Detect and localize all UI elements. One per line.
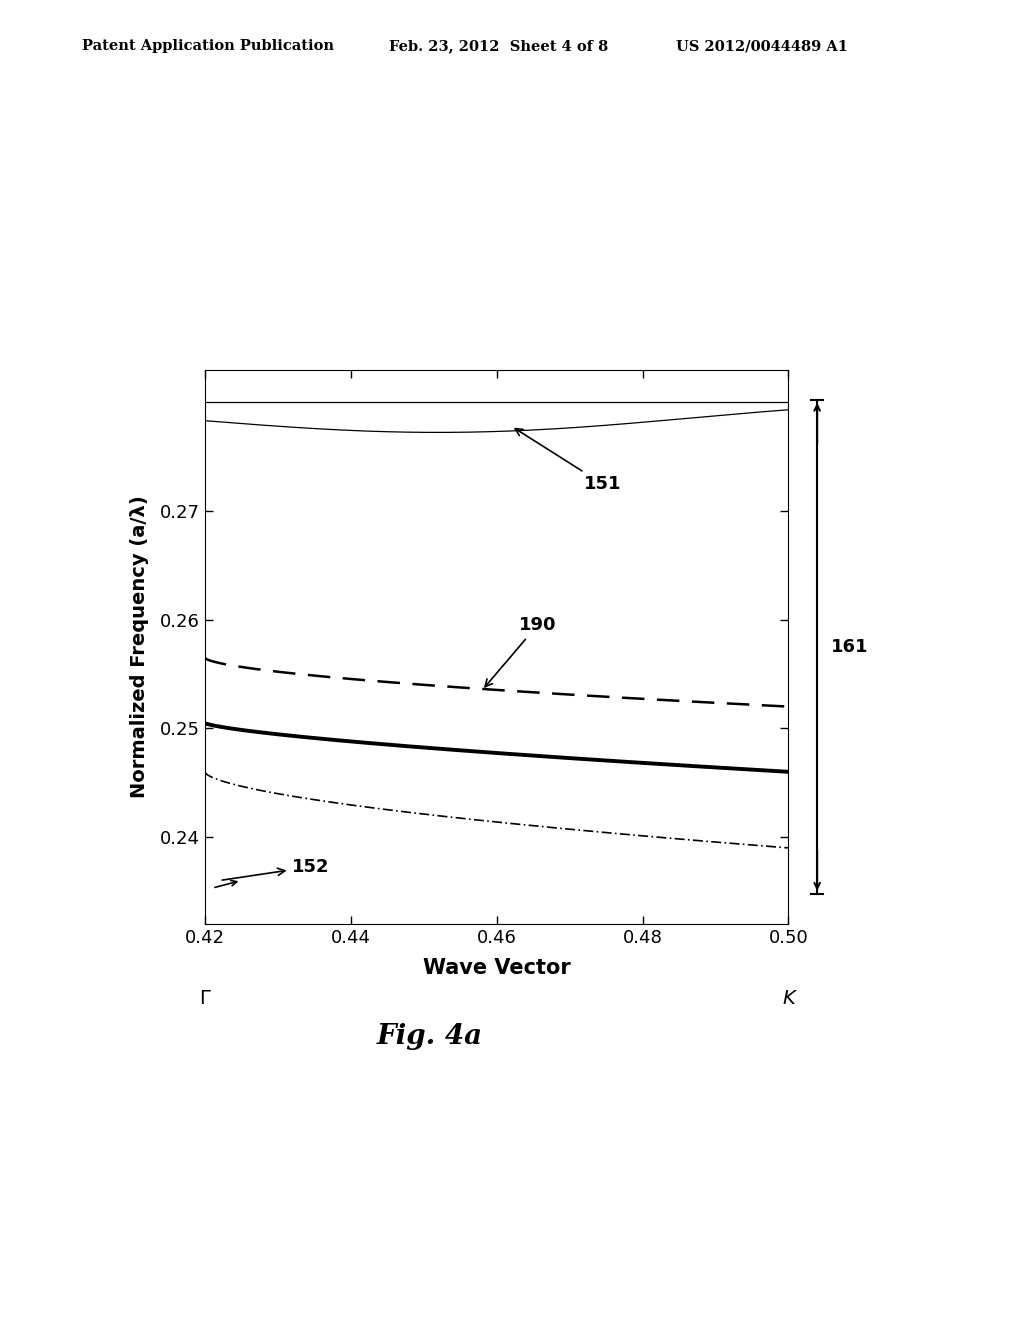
Text: Feb. 23, 2012  Sheet 4 of 8: Feb. 23, 2012 Sheet 4 of 8 <box>389 40 608 53</box>
Text: Patent Application Publication: Patent Application Publication <box>82 40 334 53</box>
Text: K: K <box>782 989 795 1008</box>
Text: Fig. 4a: Fig. 4a <box>377 1023 483 1049</box>
Text: Γ: Γ <box>200 989 210 1008</box>
Text: 152: 152 <box>222 858 330 880</box>
Text: 151: 151 <box>515 429 622 494</box>
Text: 161: 161 <box>830 638 868 656</box>
Y-axis label: Normalized Frequency (a/λ): Normalized Frequency (a/λ) <box>130 495 148 799</box>
Text: US 2012/0044489 A1: US 2012/0044489 A1 <box>676 40 848 53</box>
Text: 190: 190 <box>485 616 556 686</box>
X-axis label: Wave Vector: Wave Vector <box>423 958 570 978</box>
